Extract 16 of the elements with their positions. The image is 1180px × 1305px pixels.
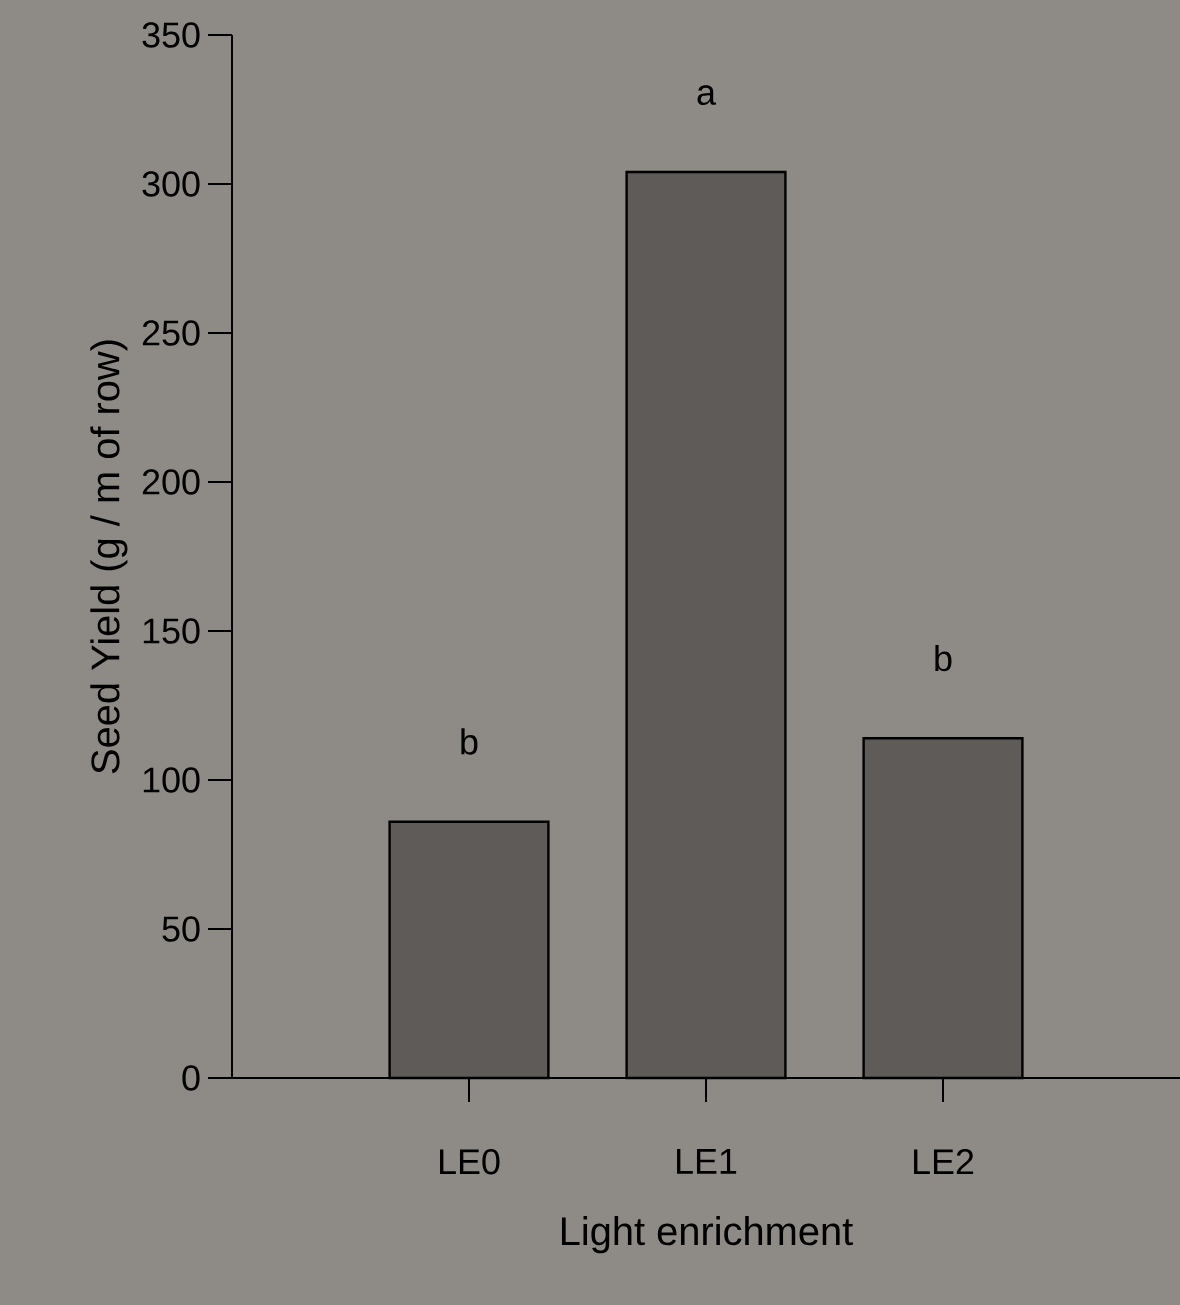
y-tick-label: 100 bbox=[143, 767, 200, 793]
annotation: a bbox=[697, 85, 716, 106]
y-tick-label: 350 bbox=[142, 22, 200, 48]
y-tick-label: 250 bbox=[142, 320, 200, 346]
annotation: b bbox=[935, 644, 952, 672]
y-tick-label: 50 bbox=[162, 916, 200, 942]
y-tick-label: 150 bbox=[143, 618, 200, 644]
x-tick-label: LE1 bbox=[677, 1149, 737, 1174]
x-axis-title: Light enrichment bbox=[561, 1216, 853, 1254]
x-tick-label: LE2 bbox=[914, 1149, 974, 1175]
y-tick-label: 200 bbox=[142, 469, 200, 495]
y-tick-label: 0 bbox=[182, 1065, 200, 1091]
x-tick-label: LE0 bbox=[440, 1149, 500, 1175]
y-axis-title: Seed Yield (g / m of row) bbox=[90, 340, 128, 774]
y-tick-label: 300 bbox=[142, 171, 200, 197]
annotation: b bbox=[461, 728, 478, 755]
